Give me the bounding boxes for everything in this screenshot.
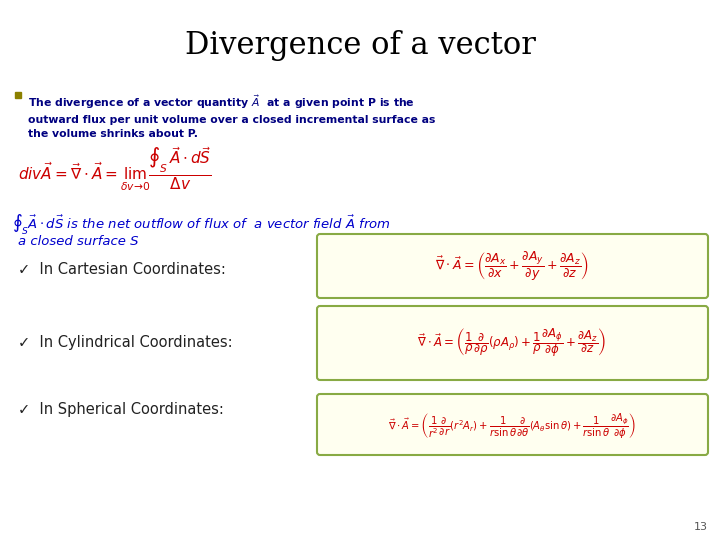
FancyBboxPatch shape xyxy=(317,394,708,455)
Text: a closed surface S: a closed surface S xyxy=(18,235,138,248)
Text: $\oint_S \vec{A} \cdot d\vec{S}$ is the net outflow of flux of  a vector field $: $\oint_S \vec{A} \cdot d\vec{S}$ is the … xyxy=(12,212,391,237)
Text: ✓  In Cartesian Coordinates:: ✓ In Cartesian Coordinates: xyxy=(18,262,226,277)
Text: $\vec{\nabla} \cdot \vec{A} = \left(\dfrac{1}{r^2}\dfrac{\partial}{\partial r}(r: $\vec{\nabla} \cdot \vec{A} = \left(\dfr… xyxy=(388,410,636,440)
Text: Divergence of a vector: Divergence of a vector xyxy=(184,30,536,61)
Text: ✓  In Spherical Coordinates:: ✓ In Spherical Coordinates: xyxy=(18,402,224,417)
FancyBboxPatch shape xyxy=(317,234,708,298)
FancyBboxPatch shape xyxy=(317,306,708,380)
Text: $\vec{\nabla} \cdot \vec{A} = \left(\dfrac{1}{\rho}\dfrac{\partial}{\partial \rh: $\vec{\nabla} \cdot \vec{A} = \left(\dfr… xyxy=(418,327,607,360)
Text: ✓  In Cylindrical Coordinates:: ✓ In Cylindrical Coordinates: xyxy=(18,335,233,350)
Text: The divergence of a vector quantity $\vec{A}$  at a given point P is the
outward: The divergence of a vector quantity $\ve… xyxy=(28,93,436,139)
Text: $div\vec{A} = \vec{\nabla} \cdot \vec{A} = \lim_{\delta v \to 0}\dfrac{\oint_S \: $div\vec{A} = \vec{\nabla} \cdot \vec{A}… xyxy=(18,145,212,193)
Text: $\vec{\nabla} \cdot \vec{A} = \left(\dfrac{\partial A_x}{\partial x} + \dfrac{\p: $\vec{\nabla} \cdot \vec{A} = \left(\dfr… xyxy=(435,249,589,282)
Text: 13: 13 xyxy=(694,522,708,532)
